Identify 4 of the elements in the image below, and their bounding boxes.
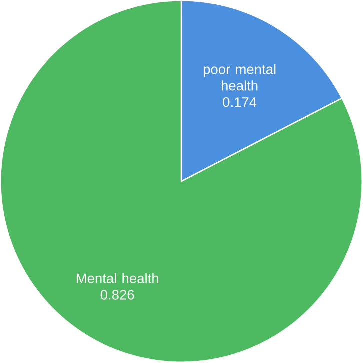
- data-label: 0.826: [100, 290, 134, 300]
- slice-label: Mental health: [76, 273, 158, 284]
- data-label: 0.174: [223, 97, 257, 108]
- slice-label: poor mental health: [204, 64, 276, 91]
